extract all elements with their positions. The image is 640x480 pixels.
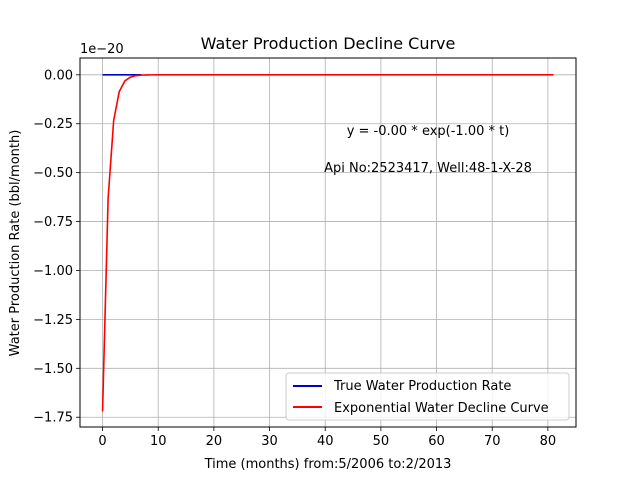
- x-tick-label: 50: [373, 434, 390, 449]
- y-axis-title: Water Production Rate (bbl/month): [8, 130, 23, 357]
- x-tick-label: 40: [317, 434, 334, 449]
- y-tick-label: −0.50: [33, 166, 73, 181]
- chart-title: Water Production Decline Curve: [201, 34, 456, 53]
- y-tick-label: −0.25: [33, 117, 73, 132]
- x-tick-label: 70: [484, 434, 501, 449]
- plot-area-frame: [79, 57, 577, 428]
- x-tick-label: 30: [261, 434, 278, 449]
- grid: [80, 58, 576, 427]
- x-tick-label: 60: [428, 434, 445, 449]
- y-tick-label: −1.75: [33, 411, 73, 426]
- legend: True Water Production Rate Exponential W…: [285, 372, 570, 421]
- x-axis-title: Time (months) from:5/2006 to:2/2013: [204, 457, 452, 472]
- y-tick-label: −1.50: [33, 362, 73, 377]
- annotation-well-info: Api No:2523417, Well:48-1-X-28: [324, 161, 532, 176]
- series-layer: [101, 74, 554, 412]
- y-tick-label: −1.00: [33, 264, 73, 279]
- y-tick-label: 0.00: [44, 68, 73, 83]
- x-tick-label: 0: [98, 434, 106, 449]
- axis-ticks: 0 10 20 30 40 50 60 70 80 0.00 −0.25 −0.50 −0.75 −1.0…: [33, 68, 556, 449]
- legend-label-true-rate: True Water Production Rate: [333, 379, 511, 394]
- y-tick-label: −0.75: [33, 215, 73, 230]
- x-tick-label: 20: [206, 434, 223, 449]
- series-line-decline-curve: [101, 74, 554, 412]
- x-tick-label: 80: [540, 434, 557, 449]
- x-tick-label: 10: [150, 434, 167, 449]
- legend-label-decline-curve: Exponential Water Decline Curve: [334, 401, 549, 416]
- y-tick-label: −1.25: [33, 313, 73, 328]
- legend-box: [285, 372, 570, 421]
- y-axis-offset-label: 1e−20: [80, 42, 124, 57]
- annotation-equation: y = -0.00 * exp(-1.00 * t): [347, 124, 510, 139]
